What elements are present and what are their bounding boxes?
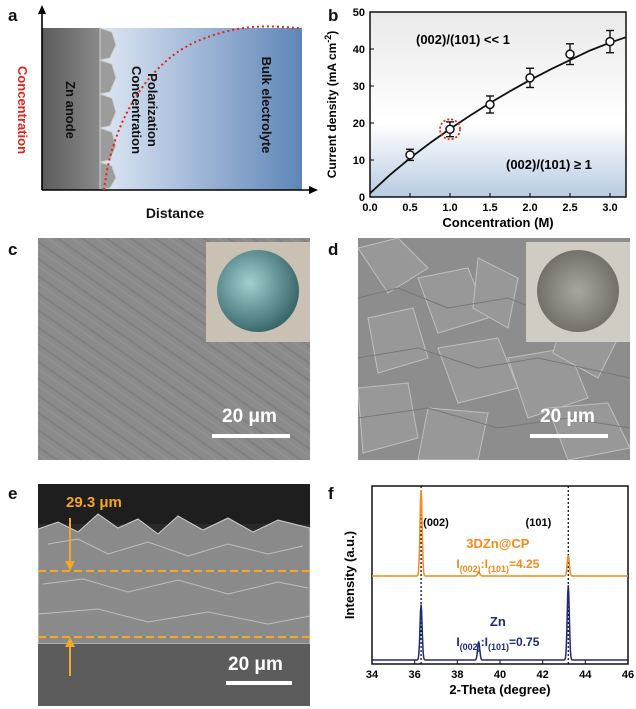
axis-y-label-b: Current density (mA cm-2) [323, 31, 339, 179]
sem-image-e: 29.3 μm 20 μm [38, 484, 310, 706]
x-tick-label-b: 3.0 [602, 202, 617, 214]
scalebar-label-c: 20 μm [222, 406, 277, 427]
x-tick-label-f: 38 [451, 669, 463, 681]
y-tick-label-b: 50 [353, 7, 365, 19]
scalebar-label-e: 20 μm [228, 654, 283, 675]
axis-y-label-f: Intensity (a.u.) [342, 531, 357, 619]
axis-y-label-a: Concentration [15, 66, 30, 154]
zone-bulk-label: Bulk electrolyte [259, 57, 274, 154]
plot-frame-f [371, 485, 629, 665]
peak-label-002: (002) [423, 517, 449, 529]
x-tick-label-f: 34 [366, 669, 379, 681]
xrd-trace-1 [372, 585, 628, 661]
panel-a-schematic: Zn anode Concentration Polarization Bulk… [15, 5, 318, 221]
zone-polar-label-2: Polarization [145, 73, 160, 147]
series-name-1: Zn [490, 614, 506, 629]
scalebar-e [226, 681, 292, 685]
data-point-b [445, 124, 455, 135]
x-tick-label-f: 40 [494, 669, 506, 681]
data-point-b [485, 99, 495, 110]
inset-photo-c [206, 242, 310, 342]
region-label-lower: (002)/(101) ≥ 1 [506, 157, 592, 172]
x-tick-label-f: 44 [579, 669, 592, 681]
y-tick-label-b: 10 [353, 155, 365, 167]
data-point-b [565, 49, 575, 59]
zn-anode-block [42, 28, 100, 190]
data-point-b [605, 36, 615, 47]
zn-disc-c [217, 250, 299, 332]
thickness-label: 29.3 μm [66, 494, 122, 511]
panel-label-a: a [8, 6, 18, 25]
x-tick-label-b: 0.5 [402, 202, 417, 214]
axis-x-label-f: 2-Theta (degree) [449, 682, 550, 697]
zone-polar-label-1: Concentration [129, 66, 144, 154]
plot-frame-b [369, 11, 627, 198]
panel-f-chart: 34 36 38 40 42 44 46 (002) (101) 3DZn@CP I(002):I(… [342, 485, 634, 697]
region-label-upper: (002)/(101) << 1 [416, 32, 510, 47]
x-tick-label-f: 46 [622, 669, 634, 681]
inset-photo-d [526, 242, 630, 342]
y-tick-label-b: 20 [353, 118, 365, 130]
x-tick-label-f: 36 [409, 669, 421, 681]
series-ratio-0: I(002):I(101)=4.25 [456, 557, 539, 574]
series-ratio-1: I(002):I(101)=0.75 [456, 635, 539, 652]
scalebar-label-d: 20 μm [540, 406, 595, 427]
data-point-b [405, 150, 415, 160]
x-tick-label-b: 1.5 [482, 202, 497, 214]
highlight-circle-b [439, 118, 461, 141]
data-point-b [525, 73, 535, 83]
region-upper [370, 12, 626, 123]
peak-label-101: (101) [526, 517, 552, 529]
y-tick-label-b: 30 [353, 81, 365, 93]
y-tick-label-b: 0 [359, 192, 365, 204]
panel-label-e: e [8, 484, 18, 503]
panel-label-d: d [328, 240, 339, 259]
y-tick-label-b: 40 [353, 44, 365, 56]
x-tick-label-b: 0.0 [362, 202, 377, 214]
concentration-curve [103, 25, 303, 191]
x-tick-label-f: 42 [537, 669, 549, 681]
panel-b-chart: 0.0 0.5 1.0 1.5 2.0 2.5 3.0 0 10 20 30 40 50 (002)/(1… [323, 7, 627, 230]
axis-x-label-b: Concentration (M) [442, 215, 553, 230]
thickness-markers [38, 518, 310, 676]
panel-label-c: c [8, 240, 18, 259]
xrd-trace-0 [372, 489, 628, 577]
sem-image-c: 20 μm [38, 238, 310, 460]
x-tick-label-b: 2.5 [562, 202, 577, 214]
panel-label-f: f [328, 484, 334, 503]
panel-label-b: b [328, 6, 339, 25]
axis-x-label-a: Distance [146, 205, 205, 221]
x-tick-label-b: 2.0 [522, 202, 537, 214]
x-tick-label-b: 1.0 [442, 202, 457, 214]
zn-disc-d [537, 250, 619, 332]
sem-image-d: 20 μm [358, 238, 630, 460]
scalebar-d [530, 434, 608, 438]
series-name-0: 3DZn@CP [466, 536, 530, 551]
scalebar-c [212, 434, 290, 438]
zone-anode-label: Zn anode [63, 81, 78, 139]
